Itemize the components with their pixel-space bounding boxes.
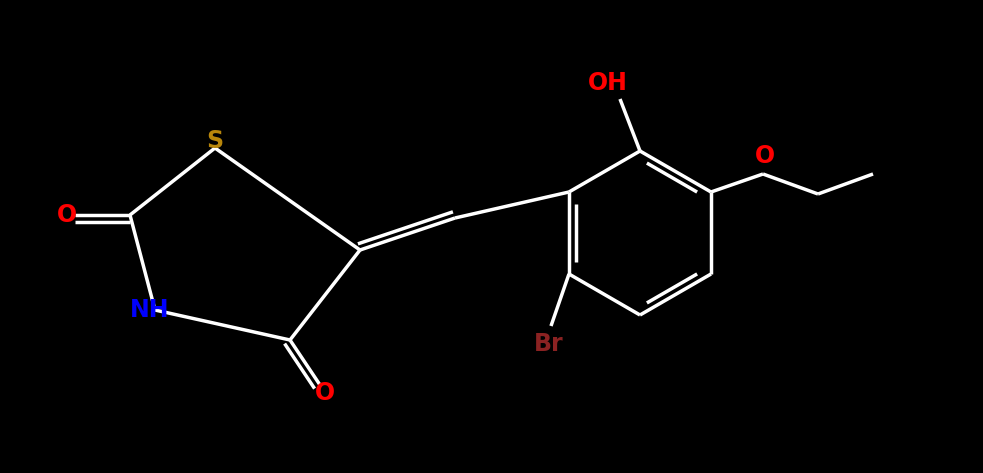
Text: NH: NH [131, 298, 170, 322]
Text: O: O [315, 381, 335, 405]
Text: S: S [206, 129, 223, 153]
Text: O: O [57, 203, 77, 227]
Text: Br: Br [534, 332, 564, 356]
Text: OH: OH [588, 71, 628, 95]
Text: O: O [755, 144, 775, 168]
